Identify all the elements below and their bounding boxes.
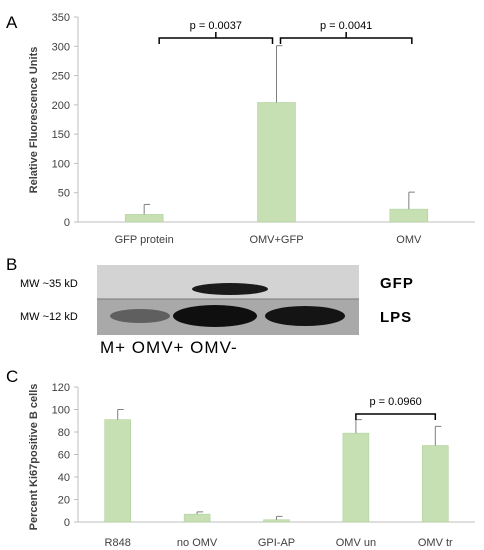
a-y-tick-label: 150: [52, 129, 70, 141]
lps-band-omv-plus: [173, 305, 257, 327]
c-bar: [422, 445, 449, 523]
a-y-tick-label: 50: [58, 188, 70, 200]
panel-b-letter: B: [6, 255, 17, 274]
c-significance-bracket: [355, 413, 437, 420]
a-bar: [124, 214, 164, 223]
a-significance-bracket: [158, 37, 274, 44]
chart-c: 0 20 40 60 80 100 120 Percent Ki67positive B ce…: [28, 382, 475, 549]
a-y-tick-label: 250: [52, 71, 70, 83]
c-bar: [183, 513, 211, 523]
c-category-label: GPI-AP: [258, 537, 295, 549]
c-y-axis-label: Percent Ki67positive B cells: [28, 384, 40, 531]
c-category-label: no OMV: [177, 537, 218, 549]
c-y-tick-label: 100: [52, 405, 70, 417]
c-y-tick-label: 60: [58, 450, 70, 462]
a-significance-bracket: [279, 37, 413, 44]
c-category-label: OMV un: [336, 537, 376, 549]
lps-band-m-plus: [110, 309, 170, 323]
a-y-tick-label: 200: [52, 100, 70, 112]
a-y-tick-label: 0: [64, 217, 70, 229]
a-y-tick-label: 350: [52, 12, 70, 24]
band-label-gfp: GFP: [380, 275, 414, 292]
a-p-value-label: p = 0.0037: [190, 20, 242, 32]
a-bar: [257, 102, 296, 223]
a-y-tick-label: 300: [52, 41, 70, 53]
c-category-label: OMV tr: [418, 537, 453, 549]
gfp-band-omv-plus: [192, 283, 268, 295]
a-category-label: OMV: [396, 234, 422, 246]
panel-a-letter: A: [6, 13, 18, 32]
c-y-tick-label: 120: [52, 382, 70, 394]
c-y-tick-label: 0: [64, 517, 70, 529]
chart-a: 0 50 100 150 200 250 300 350 Relative Fluorescen…: [28, 12, 475, 246]
lps-band-omv-minus: [265, 306, 345, 326]
c-category-label: R848: [105, 537, 131, 549]
c-y-tick-label: 40: [58, 472, 70, 484]
western-blot: MW ~35 kD MW ~12 kD GFP LPS M+ OMV+ OMV-: [20, 265, 414, 357]
a-y-tick-label: 100: [52, 158, 70, 170]
a-p-value-label: p = 0.0041: [320, 20, 372, 32]
c-bar: [342, 432, 370, 523]
a-y-axis-label: Relative Fluorescence Units: [28, 47, 40, 194]
c-y-tick-label: 20: [58, 495, 70, 507]
panel-c-letter: C: [6, 367, 18, 386]
c-p-value-label: p = 0.0960: [369, 396, 421, 408]
band-label-lps: LPS: [380, 309, 412, 326]
c-y-tick-label: 80: [58, 427, 70, 439]
mw-label-gfp: MW ~35 kD: [20, 278, 78, 290]
a-category-label: GFP protein: [115, 234, 174, 246]
c-bar: [263, 519, 290, 523]
a-category-label: OMV+GFP: [249, 234, 303, 246]
a-bar: [389, 208, 429, 223]
mw-label-lps: MW ~12 kD: [20, 311, 78, 323]
c-bar: [104, 419, 131, 523]
blot-lane-labels: M+ OMV+ OMV-: [100, 338, 238, 357]
